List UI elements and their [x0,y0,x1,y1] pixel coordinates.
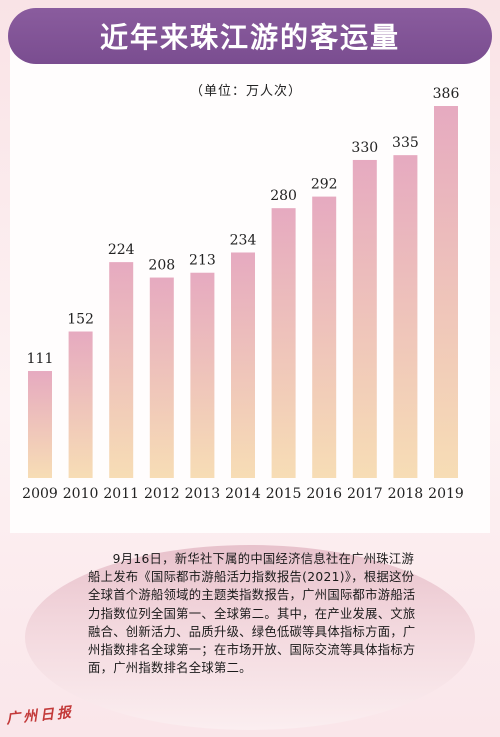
value-label-2013: 213 [189,253,216,269]
year-label-2015: 2015 [266,486,302,502]
bar-2011 [109,262,134,478]
year-label-2010: 2010 [63,486,99,502]
value-label-2015: 280 [270,188,297,204]
bar-2009 [28,371,52,478]
value-label-2010: 152 [67,312,94,328]
bar-2015 [271,208,296,478]
year-label-2017: 2017 [347,486,383,502]
value-label-2009: 111 [27,351,54,367]
year-label-2019: 2019 [428,486,464,502]
bar-2010 [68,331,93,478]
bar-2018 [393,155,418,478]
bar-2013 [190,272,215,478]
value-label-2011: 224 [108,242,135,258]
bar-2019 [434,106,458,478]
bar-2017 [352,159,377,478]
year-label-2013: 2013 [185,486,221,502]
year-label-2012: 2012 [144,486,180,502]
value-label-2018: 335 [392,135,419,151]
bar-2014 [231,252,255,478]
bar-2012 [149,277,174,478]
value-label-2012: 208 [148,258,175,274]
caption-text: 9月16日，新华社下属的中国经济信息社在广州珠江游船上发布《国际都市游船活力指数… [88,552,416,676]
year-label-2014: 2014 [225,486,261,502]
unit-label: （单位：万人次） [190,84,303,99]
year-label-2018: 2018 [388,486,424,502]
value-label-2019: 386 [433,86,460,102]
value-label-2014: 234 [230,232,257,248]
chart-title: 近年来珠江游的客运量 [99,21,400,54]
year-label-2009: 2009 [22,486,58,502]
value-label-2017: 330 [351,140,378,156]
value-label-2016: 292 [311,177,338,193]
bar-2016 [312,196,337,478]
year-label-2016: 2016 [306,486,342,502]
caption-background [25,545,475,730]
year-label-2011: 2011 [103,486,139,502]
title-banner: 近年来珠江游的客运量 [8,8,492,64]
